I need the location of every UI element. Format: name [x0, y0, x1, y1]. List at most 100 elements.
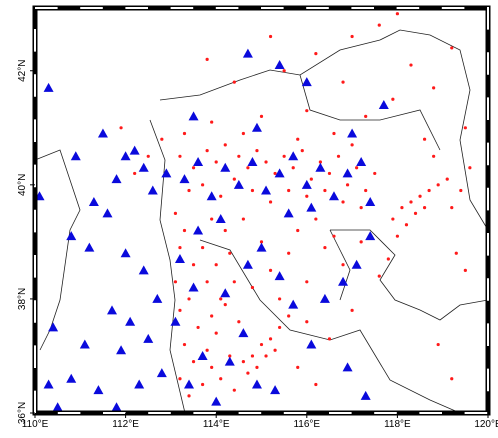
- epicenter: [133, 171, 137, 176]
- epicenter: [355, 166, 359, 170]
- epicenter: [201, 245, 205, 250]
- epicenter: [305, 109, 309, 113]
- station: [274, 60, 285, 70]
- epicenter: [309, 177, 313, 181]
- epicenter: [364, 114, 368, 118]
- epicenter: [273, 171, 277, 176]
- station: [43, 379, 54, 389]
- station: [97, 128, 108, 138]
- station: [215, 214, 226, 224]
- epicenter: [264, 160, 268, 164]
- epicenter: [219, 194, 223, 198]
- epicenter: [468, 166, 472, 170]
- station: [283, 208, 294, 218]
- epicenter: [359, 240, 363, 244]
- epicenter: [223, 303, 227, 307]
- epicenter: [214, 331, 218, 335]
- station: [143, 333, 154, 343]
- station: [242, 48, 253, 58]
- station: [356, 157, 367, 167]
- epicenter: [191, 360, 196, 364]
- y-tick-label: 36°N: [17, 402, 28, 424]
- station: [270, 385, 281, 395]
- station: [301, 77, 312, 87]
- epicenter: [305, 194, 309, 198]
- epicenter: [395, 234, 399, 238]
- frame: [32, 5, 491, 416]
- epicenter: [314, 52, 318, 56]
- epicenter: [305, 280, 309, 284]
- epicenter: [232, 177, 236, 181]
- epicenter: [296, 365, 300, 369]
- epicenter: [210, 365, 214, 369]
- station: [197, 350, 208, 360]
- epicenter: [173, 280, 178, 284]
- station: [79, 339, 90, 349]
- station: [274, 168, 285, 178]
- epicenter: [300, 149, 304, 153]
- epicenter: [314, 382, 318, 387]
- epicenter: [287, 314, 291, 318]
- epicenter: [305, 320, 309, 324]
- epicenter: [327, 337, 332, 341]
- epicenter: [409, 200, 413, 204]
- epicenter: [377, 274, 381, 278]
- station: [342, 362, 353, 372]
- station: [147, 185, 158, 195]
- station: [319, 293, 330, 303]
- boundary-line: [329, 229, 351, 301]
- station: [111, 174, 122, 184]
- epicenter: [210, 120, 214, 124]
- epicenter: [341, 80, 345, 84]
- epicenter: [350, 34, 354, 39]
- station: [174, 253, 185, 263]
- station: [129, 145, 140, 155]
- station: [224, 356, 235, 366]
- station: [134, 379, 145, 389]
- station: [288, 151, 299, 161]
- station: [342, 168, 353, 178]
- epicenter: [228, 251, 232, 255]
- epicenter: [422, 137, 427, 141]
- epicenter: [432, 154, 436, 158]
- station: [48, 322, 59, 332]
- epicenter: [268, 268, 273, 272]
- station: [156, 368, 167, 378]
- epicenter: [314, 217, 318, 221]
- epicenter: [432, 86, 436, 90]
- station: [188, 111, 199, 121]
- epicenter: [463, 268, 467, 272]
- epicenter: [341, 200, 345, 204]
- epicenter: [264, 354, 268, 358]
- epicenter: [250, 354, 255, 358]
- epicenter: [219, 297, 223, 301]
- station: [347, 128, 358, 138]
- epicenter: [359, 206, 363, 210]
- epicenter: [278, 297, 282, 301]
- epicenter: [409, 63, 413, 67]
- station: [251, 122, 262, 132]
- epicenter: [178, 245, 182, 250]
- station: [238, 328, 249, 338]
- boundary-line: [199, 239, 461, 414]
- epicenter: [278, 325, 282, 330]
- station: [206, 191, 217, 201]
- station: [247, 157, 258, 167]
- station: [170, 316, 181, 326]
- station: [188, 282, 199, 292]
- epicenter: [454, 251, 458, 255]
- epicenter: [182, 228, 187, 233]
- x-tick-label: 120°E: [474, 419, 498, 430]
- epicenter: [323, 188, 327, 193]
- epicenter: [418, 194, 422, 198]
- epicenter: [287, 251, 291, 255]
- epicenter: [450, 46, 454, 50]
- epicenter: [191, 166, 196, 170]
- epicenter: [241, 217, 245, 221]
- epicenter: [459, 188, 463, 193]
- station: [161, 168, 172, 178]
- epicenter: [427, 188, 431, 193]
- epicenter: [282, 154, 286, 158]
- epicenter: [232, 80, 236, 84]
